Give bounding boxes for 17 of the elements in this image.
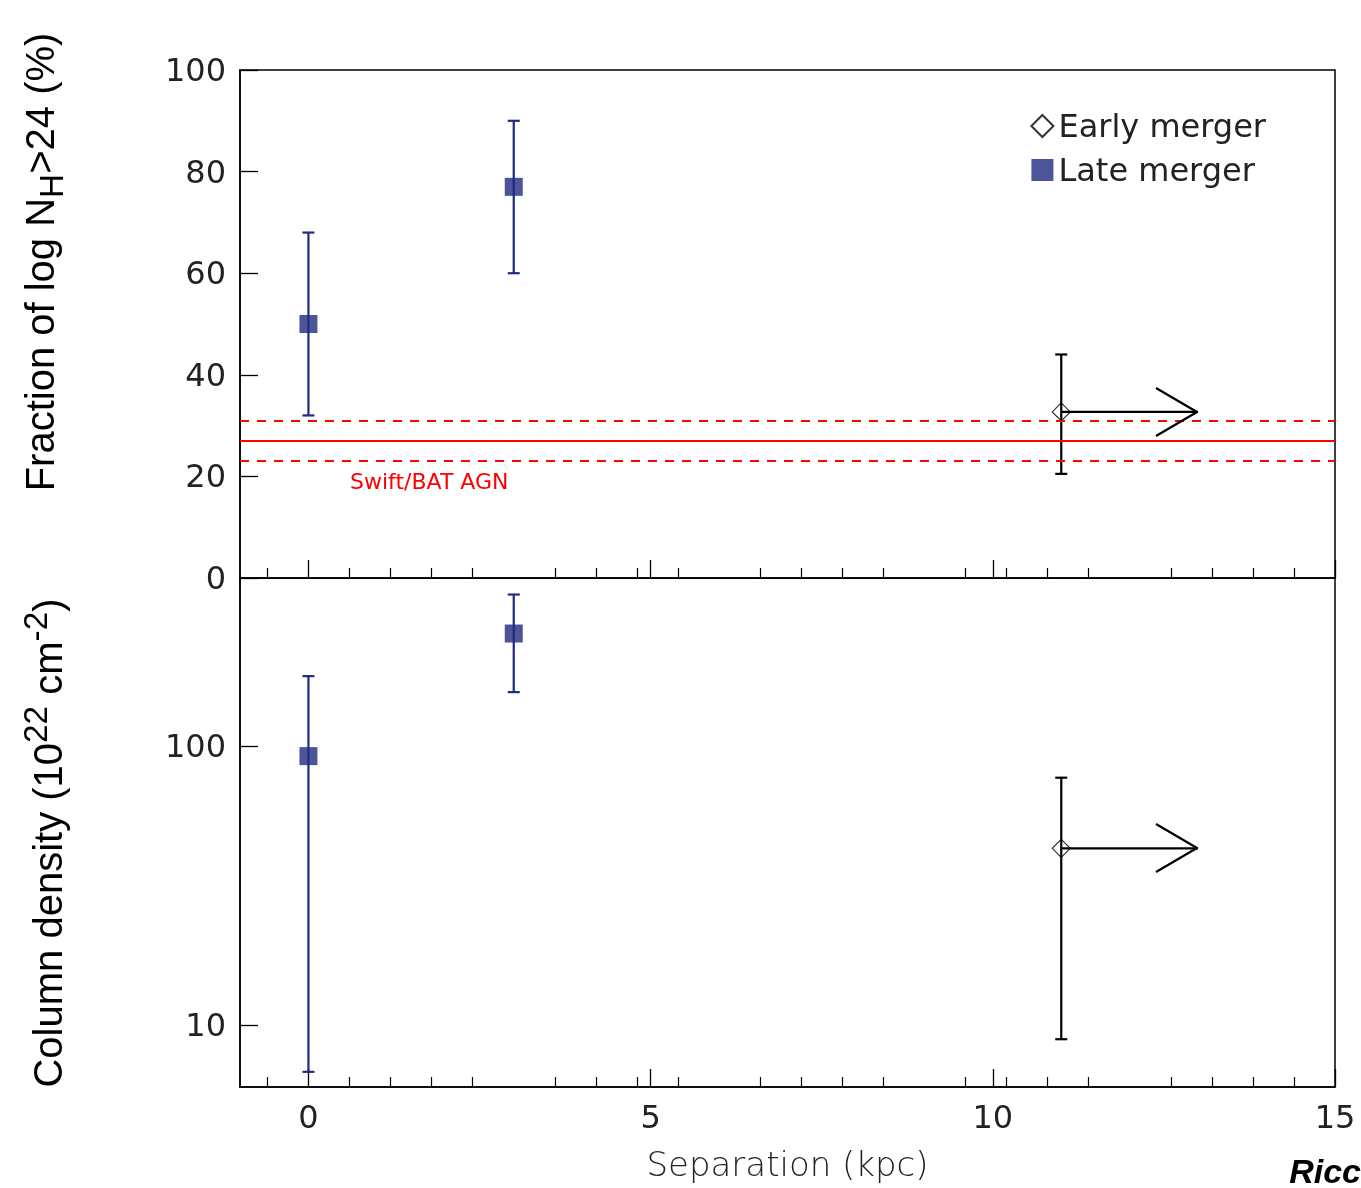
- y-tick-label: 100: [164, 727, 226, 766]
- x-tick-label: 10: [972, 1098, 1014, 1136]
- y-tick-label: 10: [185, 1006, 226, 1045]
- y-tick-label: 100: [164, 51, 226, 89]
- ref-line-label: Swift/BAT AGN: [350, 469, 509, 495]
- x-tick-label: 15: [1314, 1098, 1356, 1136]
- legend-label: Late merger: [1058, 151, 1256, 189]
- text: Ricc: [1289, 1152, 1361, 1188]
- legend-label: Early merger: [1058, 107, 1267, 145]
- y-tick-label: 80: [185, 152, 226, 191]
- y-tick-label: 20: [185, 457, 226, 496]
- x-axis-title: Separation (kpc): [646, 1144, 929, 1184]
- x-tick-label: 5: [640, 1098, 661, 1136]
- y-tick-label: 0: [205, 559, 226, 597]
- x-tick-label: 0: [298, 1098, 319, 1136]
- y-tick-label: 40: [185, 355, 226, 394]
- y-tick-label: 60: [185, 254, 226, 293]
